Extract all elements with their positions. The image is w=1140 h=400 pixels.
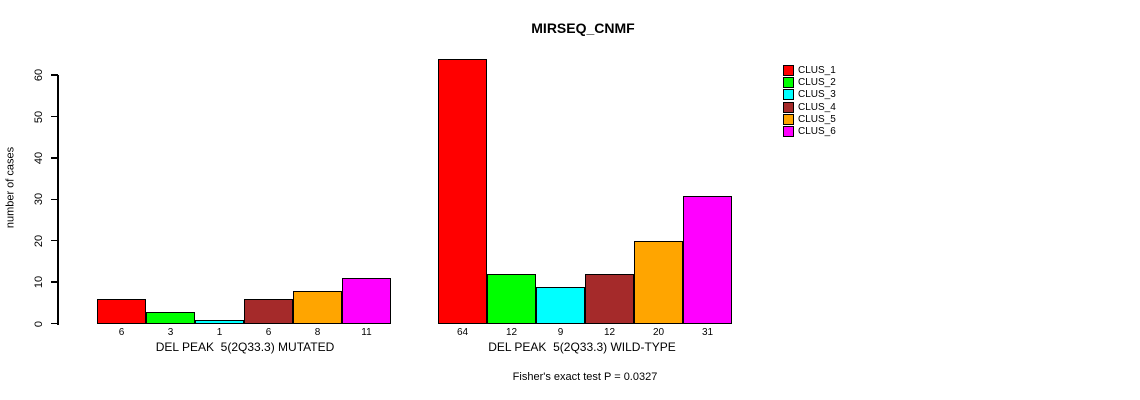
y-tick-label: 30: [33, 193, 45, 206]
y-tick-label: 10: [33, 275, 45, 289]
legend-item: CLUS_6: [783, 125, 836, 138]
y-tick-mark: [51, 322, 58, 325]
bar-value-label: 3: [167, 327, 174, 338]
bar-value-label: 12: [505, 327, 518, 338]
legend-item: CLUS_2: [783, 76, 836, 88]
bar-value-label: 20: [652, 327, 665, 338]
y-tick-label: 40: [33, 151, 45, 165]
y-tick-mark: [51, 74, 58, 76]
bar-clus_3: [195, 319, 244, 324]
bar-clus_2: [487, 274, 536, 324]
bar-value-row: 6 3 1 6 8 11: [97, 327, 391, 338]
bar-clus_6: [342, 278, 391, 324]
bar-value-label: 6: [265, 327, 272, 338]
chart-title: MIRSEQ_CNMF: [531, 20, 635, 36]
legend-label: CLUS_1: [798, 64, 836, 76]
legend-swatch-icon: [783, 101, 794, 113]
legend-swatch-icon: [783, 76, 794, 88]
y-tick-label: 50: [33, 110, 45, 123]
bar-value-label: 12: [603, 327, 616, 338]
legend-label: CLUS_4: [798, 101, 836, 113]
legend-item: CLUS_1: [783, 64, 836, 76]
bar-value-label: 64: [456, 327, 469, 338]
legend-item: CLUS_5: [783, 113, 836, 125]
bar-value-label: 6: [118, 327, 125, 338]
legend-label: CLUS_3: [798, 89, 836, 101]
legend-label: CLUS_2: [798, 76, 836, 88]
legend-swatch-icon: [783, 89, 794, 101]
bar-clus_1: [438, 59, 487, 324]
legend-swatch-icon: [783, 113, 794, 125]
legend-item: CLUS_3: [783, 89, 836, 101]
bar-value-label: 11: [361, 327, 372, 338]
y-tick-label: 0: [33, 320, 45, 327]
bar-clus_6: [683, 195, 732, 324]
group-label-wild-type: DEL PEAK 5(2Q33.3) WILD-TYPE: [488, 340, 676, 354]
bar-group: [438, 59, 732, 324]
legend-item: CLUS_4: [783, 101, 836, 113]
bar-clus_3: [536, 286, 585, 324]
bar-value-label: 8: [314, 327, 321, 338]
bar-value-row: 64 12 9 12 20 31: [438, 327, 732, 338]
bar-clus_1: [97, 299, 146, 324]
bar-value-label: 9: [557, 327, 564, 338]
y-tick-mark: [51, 239, 58, 242]
bar-group: [97, 278, 391, 324]
y-tick-label: 60: [33, 68, 45, 82]
y-tick-label: 20: [33, 234, 45, 247]
legend-label: CLUS_6: [798, 126, 836, 138]
y-axis-title: number of cases: [4, 146, 17, 229]
legend-swatch-icon: [783, 126, 794, 138]
bar-clus_4: [585, 274, 634, 324]
legend: CLUS_1 CLUS_2 CLUS_3 CLUS_4 CLUS_5 CLUS_6: [783, 64, 836, 138]
group-label-mutated: DEL PEAK 5(2Q33.3) MUTATED: [155, 340, 335, 354]
bar-clus_2: [146, 311, 195, 324]
bar-clus_5: [634, 241, 683, 324]
p-value-annotation: Fisher's exact test P = 0.0327: [512, 371, 658, 383]
y-tick-mark: [51, 115, 58, 118]
bar-value-label: 1: [216, 327, 223, 338]
y-tick-mark: [51, 281, 58, 283]
legend-swatch-icon: [783, 64, 794, 76]
bar-value-label: 31: [701, 327, 714, 338]
bar-clus_5: [293, 290, 342, 324]
y-tick-mark: [51, 198, 58, 201]
bar-clus_4: [244, 299, 293, 324]
legend-label: CLUS_5: [798, 113, 836, 125]
y-tick-mark: [51, 157, 58, 159]
